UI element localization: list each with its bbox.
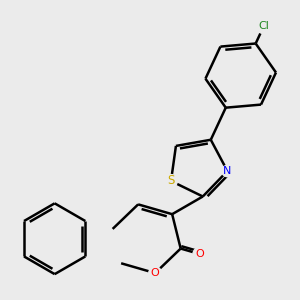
Circle shape bbox=[193, 248, 206, 260]
Circle shape bbox=[149, 267, 161, 280]
Text: N: N bbox=[223, 166, 232, 176]
Text: O: O bbox=[151, 268, 160, 278]
Circle shape bbox=[165, 175, 177, 187]
Circle shape bbox=[222, 165, 233, 177]
Text: O: O bbox=[195, 249, 204, 259]
Text: S: S bbox=[167, 175, 175, 188]
Text: Cl: Cl bbox=[259, 21, 269, 31]
Circle shape bbox=[256, 18, 272, 34]
